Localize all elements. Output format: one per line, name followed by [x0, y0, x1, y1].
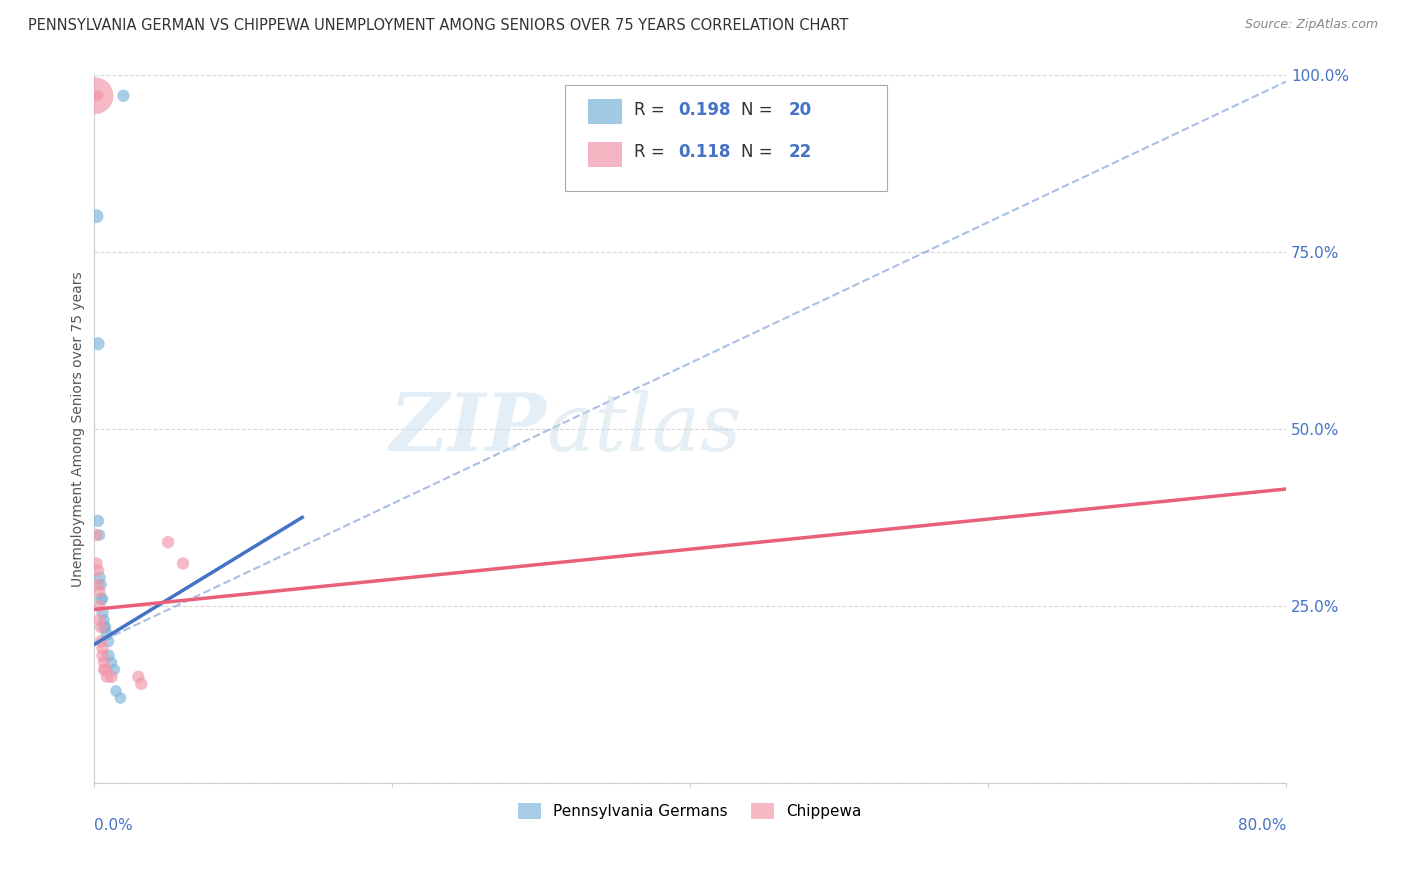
Point	[112, 88, 135, 103]
Point	[90, 577, 112, 591]
Point	[97, 648, 120, 663]
Point	[90, 620, 112, 634]
Point	[110, 691, 132, 706]
Point	[87, 564, 110, 578]
FancyBboxPatch shape	[565, 85, 887, 192]
Point	[86, 557, 108, 571]
FancyBboxPatch shape	[589, 99, 621, 124]
Point	[91, 641, 114, 656]
Point	[89, 599, 111, 613]
Point	[93, 663, 115, 677]
Text: N =: N =	[741, 101, 778, 119]
Text: Source: ZipAtlas.com: Source: ZipAtlas.com	[1244, 18, 1378, 31]
Point	[93, 620, 115, 634]
Point	[94, 663, 117, 677]
Text: 0.198: 0.198	[678, 101, 730, 119]
Text: atlas: atlas	[547, 390, 742, 467]
Text: ZIP: ZIP	[389, 390, 547, 467]
Point	[90, 591, 112, 606]
Point	[91, 591, 114, 606]
Point	[104, 684, 127, 698]
Point	[93, 613, 115, 627]
Point	[89, 571, 111, 585]
Point	[91, 648, 114, 663]
Point	[87, 577, 110, 591]
Text: R =: R =	[634, 101, 669, 119]
Point	[100, 670, 122, 684]
Point	[84, 88, 107, 103]
Point	[96, 670, 118, 684]
Y-axis label: Unemployment Among Seniors over 75 years: Unemployment Among Seniors over 75 years	[72, 271, 86, 587]
Text: 20: 20	[789, 101, 811, 119]
Point	[86, 528, 108, 542]
Point	[87, 88, 110, 103]
Point	[172, 557, 194, 571]
Point	[103, 663, 125, 677]
Point	[87, 336, 110, 351]
Point	[90, 634, 112, 648]
Point	[91, 606, 114, 620]
Text: R =: R =	[634, 144, 669, 161]
Point	[129, 677, 152, 691]
Text: 22: 22	[789, 144, 813, 161]
Point	[96, 627, 118, 641]
FancyBboxPatch shape	[589, 142, 621, 167]
Point	[87, 514, 110, 528]
Point	[100, 656, 122, 670]
Point	[94, 620, 117, 634]
Text: 0.0%: 0.0%	[94, 819, 132, 833]
Point	[89, 613, 111, 627]
Point	[93, 656, 115, 670]
Text: PENNSYLVANIA GERMAN VS CHIPPEWA UNEMPLOYMENT AMONG SENIORS OVER 75 YEARS CORRELA: PENNSYLVANIA GERMAN VS CHIPPEWA UNEMPLOY…	[28, 18, 848, 33]
Point	[89, 584, 111, 599]
Text: 80.0%: 80.0%	[1237, 819, 1286, 833]
Text: 0.118: 0.118	[678, 144, 730, 161]
Point	[89, 528, 111, 542]
Point	[97, 634, 120, 648]
Legend: Pennsylvania Germans, Chippewa: Pennsylvania Germans, Chippewa	[512, 797, 868, 825]
Text: N =: N =	[741, 144, 778, 161]
Point	[127, 670, 149, 684]
Point	[157, 535, 180, 549]
Point	[86, 209, 108, 223]
